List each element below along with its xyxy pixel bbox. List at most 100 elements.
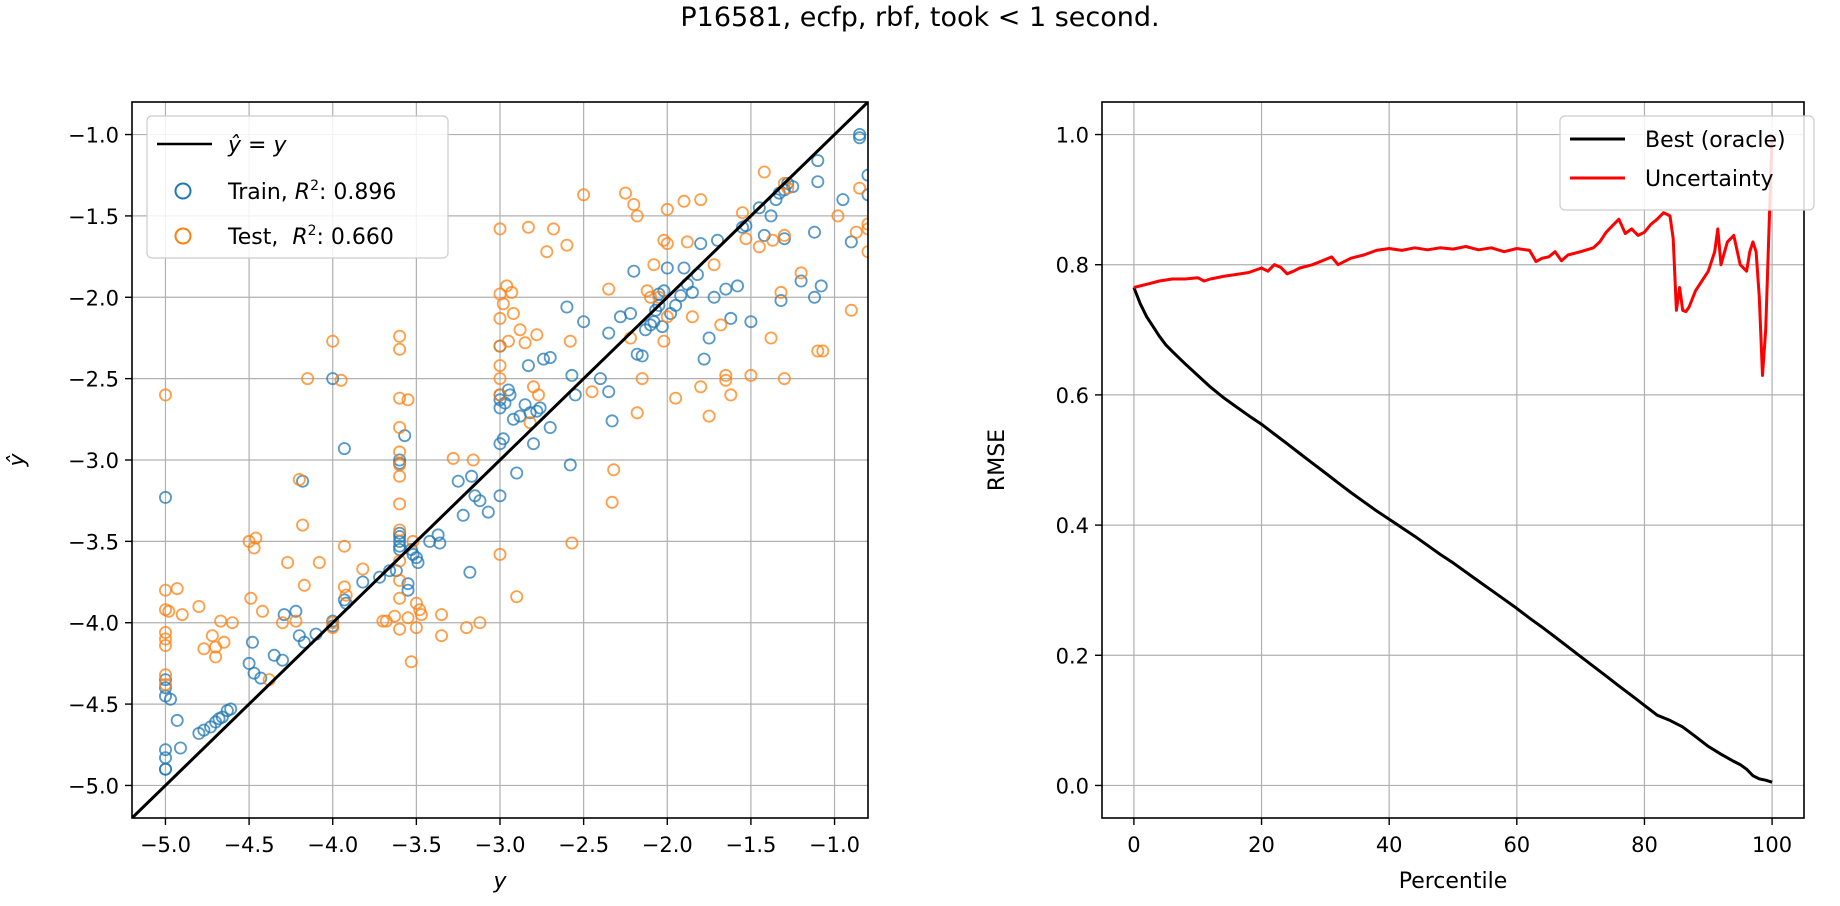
right-x-tick-label: 80 bbox=[1631, 833, 1658, 857]
test-point bbox=[376, 614, 390, 628]
test-point bbox=[197, 642, 211, 656]
test-point bbox=[493, 372, 507, 386]
train-point bbox=[431, 528, 445, 542]
test-point bbox=[158, 639, 172, 653]
left-plot-area bbox=[132, 102, 868, 818]
train-point bbox=[757, 228, 771, 242]
right-x-ticks: 0 20 40 60 80 100 bbox=[1127, 818, 1792, 857]
train-point bbox=[794, 274, 808, 288]
left-y-tick-label: −4.5 bbox=[68, 693, 119, 717]
train-point bbox=[224, 702, 238, 716]
test-point bbox=[861, 222, 868, 236]
train-point bbox=[702, 331, 716, 345]
train-point bbox=[808, 225, 822, 239]
test-point bbox=[170, 582, 184, 596]
test-point bbox=[326, 334, 340, 348]
test-point bbox=[459, 621, 473, 635]
train-point bbox=[506, 412, 520, 426]
train-point bbox=[724, 311, 738, 325]
test-point bbox=[677, 194, 691, 208]
test-point bbox=[563, 334, 577, 348]
left-y-tick-label: −2.0 bbox=[68, 286, 119, 310]
test-point bbox=[736, 206, 750, 220]
test-point bbox=[702, 409, 716, 423]
test-point bbox=[175, 608, 189, 622]
test-point bbox=[694, 193, 708, 207]
train-point bbox=[433, 536, 447, 550]
test-point bbox=[861, 217, 868, 231]
test-point bbox=[752, 240, 766, 254]
left-x-tick-label: −5.0 bbox=[140, 833, 191, 857]
train-point bbox=[411, 556, 425, 570]
test-point bbox=[657, 233, 671, 247]
series-best-oracle-line bbox=[1132, 286, 1773, 784]
test-point bbox=[446, 451, 460, 465]
test-point bbox=[744, 368, 758, 382]
left-legend: ŷ = y Train, R2: 0.896 Test, R2: 0.660 bbox=[146, 115, 449, 259]
test-point bbox=[831, 209, 845, 223]
train-point bbox=[694, 237, 708, 251]
test-point bbox=[627, 197, 641, 211]
test-point bbox=[401, 393, 415, 407]
train-point bbox=[655, 320, 669, 334]
test-point bbox=[739, 232, 753, 246]
test-point bbox=[393, 329, 407, 343]
test-point bbox=[781, 181, 795, 195]
train-point bbox=[510, 466, 524, 480]
left-x-tick-label: −2.0 bbox=[642, 833, 693, 857]
identity-line bbox=[132, 102, 868, 818]
test-point bbox=[647, 258, 661, 272]
test-point bbox=[811, 344, 825, 358]
train-point bbox=[563, 458, 577, 472]
left-x-tick-label: −1.5 bbox=[725, 833, 776, 857]
test-point bbox=[714, 318, 728, 332]
train-point bbox=[518, 398, 532, 412]
test-point bbox=[794, 266, 808, 280]
right-x-tick-label: 0 bbox=[1127, 833, 1140, 857]
test-point bbox=[764, 331, 778, 345]
test-point bbox=[401, 611, 415, 625]
left-y-tick-label: −5.0 bbox=[68, 774, 119, 798]
train-point bbox=[158, 762, 172, 776]
right-series-layer bbox=[1132, 134, 1774, 784]
test-point bbox=[849, 225, 863, 239]
test-point bbox=[547, 222, 561, 236]
test-point bbox=[409, 621, 423, 635]
test-point bbox=[393, 523, 407, 537]
legend-train-label: Train, R2: 0.896 bbox=[227, 178, 396, 205]
test-point bbox=[158, 678, 172, 692]
test-point bbox=[523, 416, 537, 430]
test-point bbox=[393, 554, 407, 568]
test-point bbox=[414, 608, 428, 622]
left-x-tick-label: −4.5 bbox=[224, 833, 275, 857]
test-point bbox=[660, 310, 674, 324]
test-point bbox=[844, 303, 858, 317]
train-point bbox=[565, 368, 579, 382]
test-point bbox=[505, 285, 519, 299]
test-point bbox=[337, 580, 351, 594]
test-point bbox=[493, 311, 507, 325]
train-point bbox=[808, 290, 822, 304]
train-point bbox=[744, 315, 758, 329]
test-point bbox=[247, 541, 261, 555]
train-point bbox=[275, 653, 289, 667]
train-point bbox=[481, 505, 495, 519]
test-point bbox=[853, 181, 867, 195]
train-point bbox=[752, 201, 766, 215]
test-point bbox=[393, 391, 407, 405]
test-point bbox=[861, 245, 868, 259]
test-point bbox=[565, 536, 579, 550]
legend-test-marker bbox=[174, 227, 192, 245]
test-point bbox=[493, 359, 507, 373]
train-point bbox=[537, 352, 551, 366]
test-point bbox=[644, 290, 658, 304]
test-point bbox=[225, 616, 239, 630]
test-point bbox=[521, 220, 535, 234]
test-point bbox=[217, 635, 231, 649]
train-point bbox=[674, 289, 688, 303]
right-axes-frame bbox=[1101, 101, 1805, 819]
train-point bbox=[677, 261, 691, 275]
train-point bbox=[456, 508, 470, 522]
right-x-tick-label: 60 bbox=[1503, 833, 1530, 857]
test-point bbox=[685, 310, 699, 324]
